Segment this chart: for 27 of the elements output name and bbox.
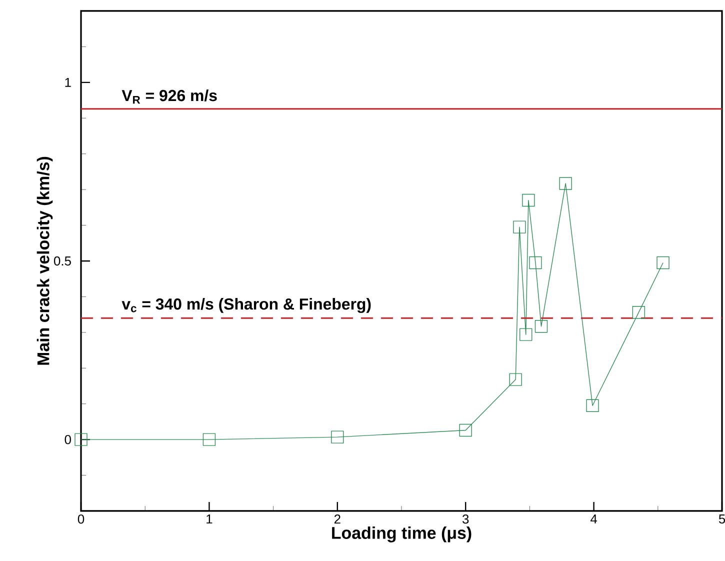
x-tick-label: 1 <box>206 514 212 524</box>
point <box>632 306 646 319</box>
point <box>202 433 216 446</box>
y-axis-title: Main crack velocity (km/s) <box>36 156 53 365</box>
y-tick-label: 1 <box>65 78 71 87</box>
x-tick-label: 4 <box>590 514 598 524</box>
point <box>509 373 522 386</box>
x-tick-label: 5 <box>718 514 725 524</box>
ref-line-label: V$_{R}$ = 926 m/s <box>122 90 217 104</box>
point <box>513 220 526 234</box>
point <box>559 177 572 190</box>
point <box>529 256 542 270</box>
x-axis-title: Loading time (μs) <box>332 526 472 542</box>
point <box>522 194 535 207</box>
x-tick-label: 3 <box>462 514 469 524</box>
point <box>586 399 599 412</box>
point <box>520 328 532 341</box>
point <box>459 424 472 437</box>
point <box>534 320 548 333</box>
y-tick-label: 0 <box>64 434 71 444</box>
point <box>74 433 88 446</box>
ref-line-label: v$_{c}$ = 340 m/s (Sharon & Fineberg) <box>122 298 371 313</box>
point <box>656 256 670 270</box>
point <box>331 430 344 444</box>
y-tick-label: 0.5 <box>54 256 71 266</box>
x-tick-label: 2 <box>334 514 340 524</box>
x-tick-label: 0 <box>78 514 84 524</box>
